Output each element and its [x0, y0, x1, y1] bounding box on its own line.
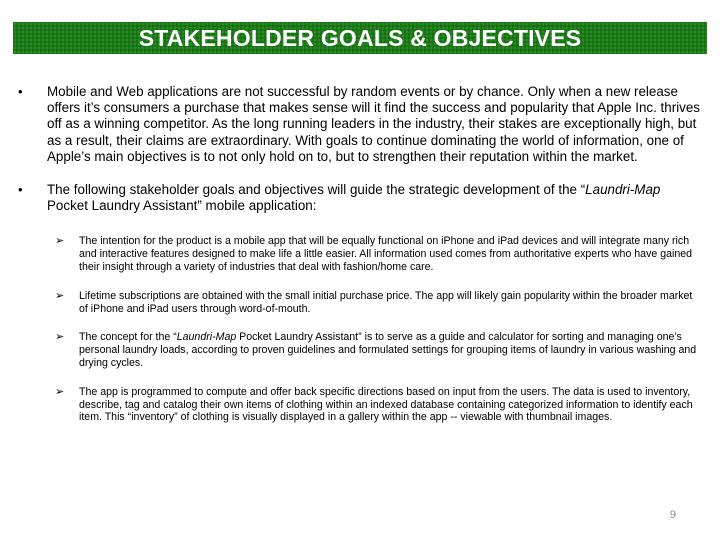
app-name-italic: Laundri-Map: [176, 331, 237, 344]
bullet-item: • Mobile and Web applications are not su…: [0, 84, 720, 165]
bullet-text-start: The following stakeholder goals and obje…: [47, 182, 586, 198]
sub-bullet-item: ➢ The concept for the “Laundri-Map Pocke…: [0, 331, 720, 369]
sub-bullet-text-end: Pocket Laundry Assistant” is to serve as…: [79, 331, 697, 369]
slide-title: STAKEHOLDER GOALS & OBJECTIVES: [138, 24, 582, 51]
sub-bullet-text: Lifetime subscriptions are obtained with…: [79, 289, 693, 315]
app-name-italic: Laundri-Map: [585, 182, 661, 198]
bullet-text: Mobile and Web applications are not succ…: [47, 84, 701, 164]
sub-bullet-text: The app is programmed to compute and off…: [79, 385, 693, 424]
bullet-text-end: Pocket Laundry Assistant” mobile applica…: [47, 198, 317, 214]
bullet-list: • Mobile and Web applications are not su…: [0, 84, 720, 441]
bullet-item: • The following stakeholder goals and ob…: [0, 182, 720, 424]
bullet-icon: •: [18, 182, 23, 198]
arrow-bullet-icon: ➢: [55, 235, 65, 248]
arrow-bullet-icon: ➢: [55, 289, 65, 302]
sub-bullet-item: ➢ The app is programmed to compute and o…: [0, 386, 720, 424]
sub-bullet-text: The intention for the product is a mobil…: [79, 235, 693, 274]
arrow-bullet-icon: ➢: [55, 385, 65, 398]
page-number: 9: [669, 509, 676, 521]
sub-bullet-text-start: The concept for the “: [79, 331, 177, 344]
sub-bullet-item: ➢ The intention for the product is a mob…: [0, 235, 720, 273]
sub-bullet-item: ➢ Lifetime subscriptions are obtained wi…: [0, 290, 720, 316]
sub-bullet-list: ➢ The intention for the product is a mob…: [0, 235, 720, 424]
title-banner: STAKEHOLDER GOALS & OBJECTIVES: [13, 22, 707, 54]
arrow-bullet-icon: ➢: [55, 331, 65, 344]
bullet-icon: •: [18, 84, 23, 99]
